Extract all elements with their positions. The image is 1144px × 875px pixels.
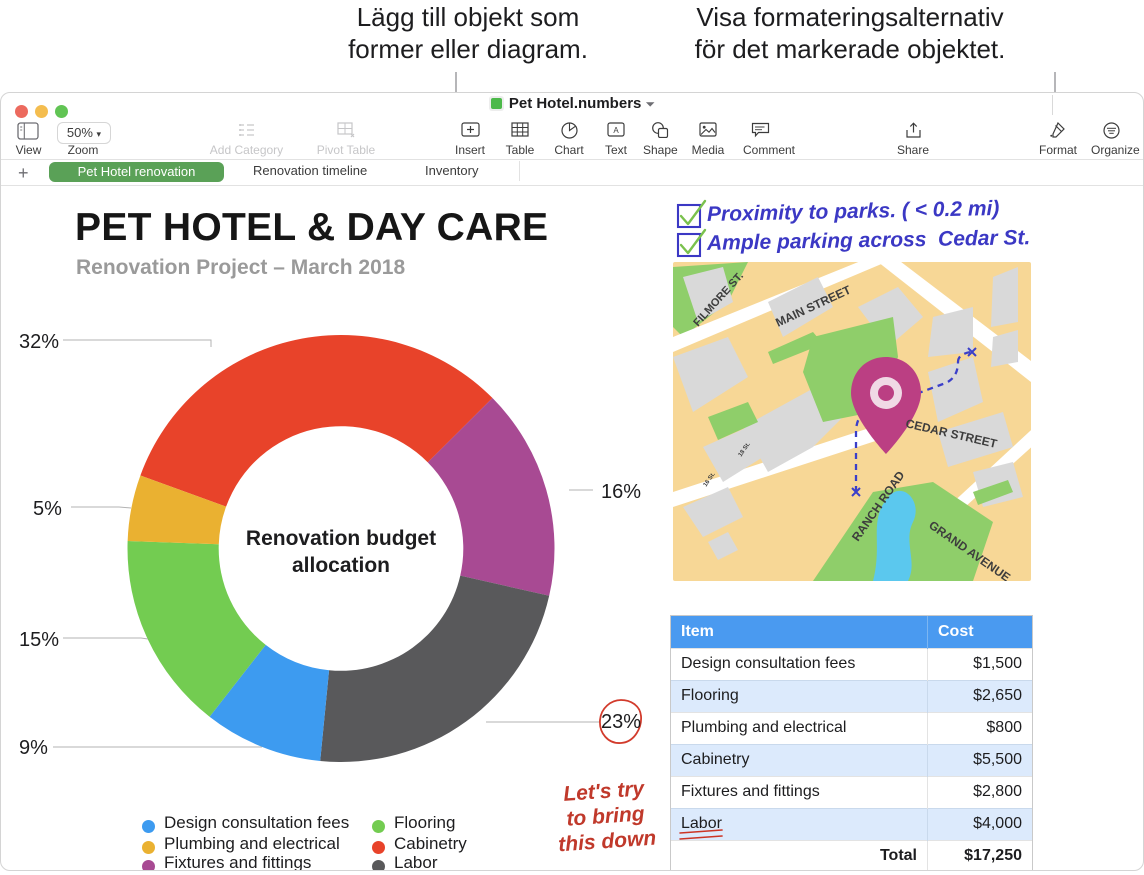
svg-text:A: A bbox=[613, 126, 619, 135]
